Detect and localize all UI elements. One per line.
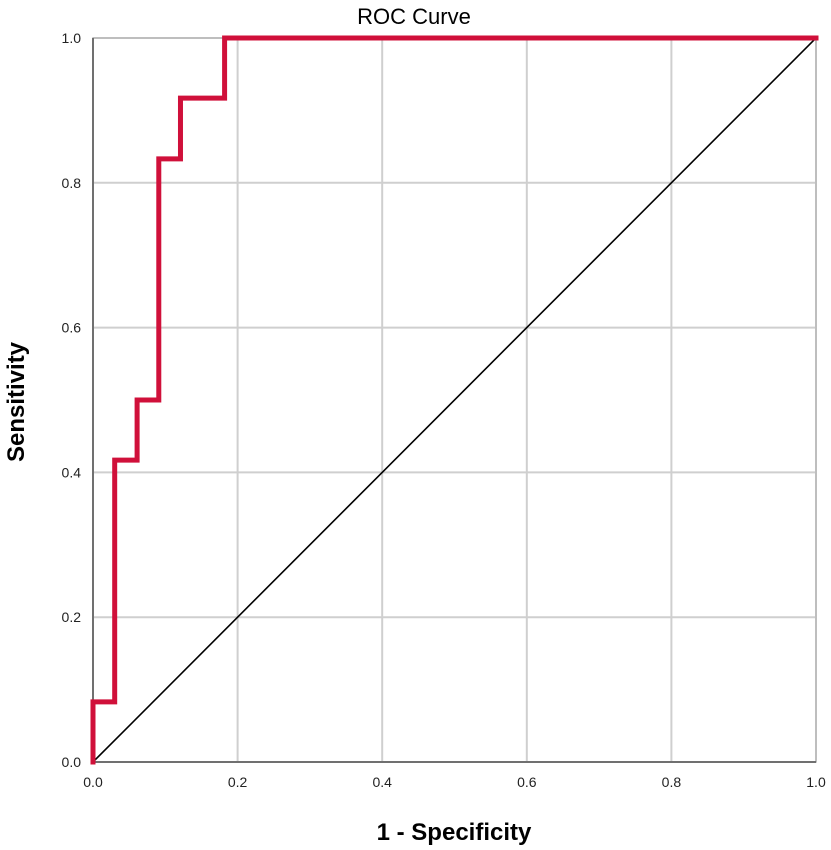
y-tick-label: 0.6 xyxy=(62,320,82,336)
y-tick-label: 0.0 xyxy=(62,754,82,770)
x-tick-label: 0.2 xyxy=(228,774,248,790)
y-tick-label: 0.4 xyxy=(62,464,82,480)
y-axis-title: Sensitivity xyxy=(3,341,30,462)
reference-diagonal-line xyxy=(91,36,818,764)
roc-curve-line xyxy=(90,35,819,765)
y-tick-label: 0.2 xyxy=(62,609,82,625)
x-axis-title: 1 - Specificity xyxy=(377,819,532,846)
x-tick-label: 1.0 xyxy=(806,774,826,790)
x-tick-labels: 0.0 0.2 0.4 0.6 0.8 1.0 xyxy=(83,774,826,790)
x-tick-label: 0.8 xyxy=(662,774,682,790)
chart-title: ROC Curve xyxy=(357,4,471,29)
x-tick-label: 0.6 xyxy=(517,774,537,790)
y-tick-label: 0.8 xyxy=(62,175,82,191)
series-lines xyxy=(90,35,819,765)
x-tick-label: 0.0 xyxy=(83,774,103,790)
y-tick-labels: 0.0 0.2 0.4 0.6 0.8 1.0 xyxy=(62,30,82,770)
y-tick-label: 1.0 xyxy=(62,30,82,46)
x-tick-label: 0.4 xyxy=(372,774,392,790)
